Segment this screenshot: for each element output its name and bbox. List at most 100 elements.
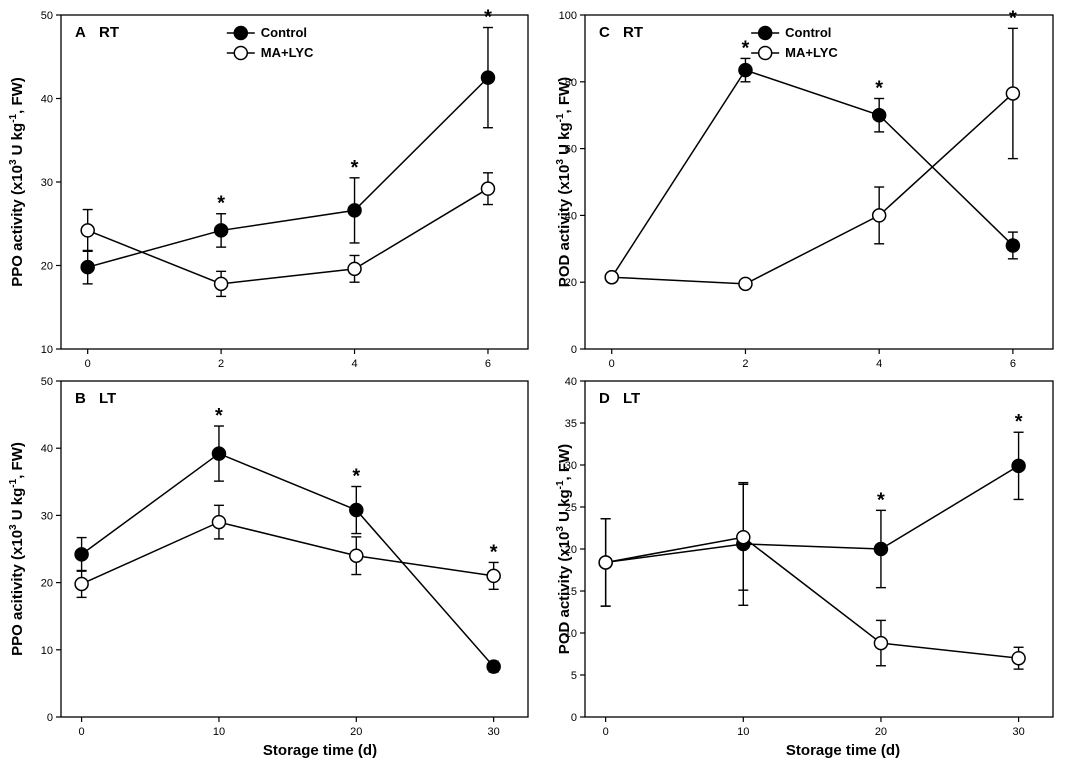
data-point-treatment — [74, 576, 89, 592]
panel-B: 0 10 20 30 40 50 0 10 20 30 PPO acitivity (x103 U … — [8, 376, 529, 738]
y-tick-label: 0 — [571, 344, 577, 356]
data-point-control — [213, 223, 229, 238]
x-axis-title-left: Storage time (d) — [263, 742, 377, 759]
significance-star: * — [490, 541, 498, 563]
significance-star: * — [217, 193, 225, 215]
data-point-treatment — [480, 181, 496, 196]
x-tick-label: 2 — [742, 358, 748, 370]
data-point-treatment — [598, 555, 613, 570]
y-tick-label: 30 — [41, 510, 53, 522]
x-axis-title-right: Storage time (d) — [786, 742, 900, 759]
data-point-treatment — [213, 276, 229, 292]
plot-frame — [584, 14, 1054, 350]
series-line-treatment — [81, 521, 494, 585]
y-axis-title: POD activity (x103 U kg-1, FW) — [555, 77, 573, 287]
y-tick-label: 50 — [41, 376, 53, 388]
x-tick-label: 10 — [213, 726, 225, 738]
y-tick-label: 0 — [571, 712, 577, 724]
series-line-control — [611, 69, 1014, 278]
series-line-control — [81, 452, 495, 668]
y-tick-label: 40 — [41, 443, 53, 455]
significance-star: * — [351, 157, 359, 179]
data-point-treatment — [604, 269, 619, 285]
data-point-control — [349, 502, 364, 518]
y-tick-label: 15 — [565, 586, 577, 598]
legend-marker-treatment — [233, 45, 249, 61]
y-tick-label: 0 — [47, 712, 53, 724]
legend-label-control: Control — [785, 25, 831, 40]
data-point-control — [1011, 458, 1026, 474]
y-tick-label: 80 — [565, 77, 577, 89]
data-point-control — [80, 259, 95, 275]
data-point-control — [871, 107, 887, 123]
legend-marker-treatment — [757, 45, 773, 61]
panel-condition: LT — [99, 390, 116, 407]
significance-star: * — [877, 489, 885, 511]
data-point-control — [347, 203, 362, 218]
significance-star: * — [352, 466, 360, 488]
plot-frame — [60, 380, 529, 718]
panel-letter: B — [75, 390, 86, 407]
significance-star: * — [1015, 411, 1023, 433]
x-tick-label: 6 — [485, 358, 491, 370]
panel-condition: LT — [623, 390, 640, 407]
data-point-control — [480, 70, 496, 85]
y-tick-label: 35 — [565, 418, 577, 430]
panel-letter: C — [599, 24, 610, 41]
significance-star: * — [215, 405, 223, 427]
significance-star: * — [742, 37, 750, 59]
y-tick-label: 20 — [565, 544, 577, 556]
y-tick-label: 10 — [41, 645, 53, 657]
legend: Control MA+LYC — [751, 25, 838, 61]
data-point-control — [486, 659, 501, 674]
x-tick-label: 10 — [737, 726, 749, 738]
significance-star: * — [1009, 7, 1017, 29]
legend-label-treatment: MA+LYC — [785, 45, 838, 60]
y-tick-label: 60 — [565, 144, 577, 156]
data-point-treatment — [1011, 650, 1026, 666]
panel-condition: RT — [99, 24, 119, 41]
data-point-control — [873, 541, 889, 557]
data-point-treatment — [486, 568, 501, 584]
legend-marker-control — [757, 25, 773, 41]
data-point-control — [1005, 238, 1021, 253]
data-point-treatment — [80, 223, 95, 238]
y-axis-title: PPO acitivity (x103 U kg-1, FW) — [8, 442, 26, 656]
legend-label-control: Control — [261, 25, 307, 40]
panel-condition: RT — [623, 24, 643, 41]
data-point-control — [74, 547, 89, 562]
x-tick-label: 0 — [603, 726, 609, 738]
significance-star: * — [875, 78, 883, 100]
y-tick-label: 30 — [41, 177, 53, 189]
panel-letter: A — [75, 24, 86, 41]
legend-label-treatment: MA+LYC — [261, 45, 314, 60]
legend-marker-control — [233, 25, 249, 41]
legend: Control MA+LYC — [226, 25, 314, 61]
significance-star: * — [484, 7, 492, 29]
y-tick-label: 20 — [41, 578, 53, 590]
series-line-control — [605, 465, 1019, 564]
y-tick-label: 10 — [565, 628, 577, 640]
series-line-control — [87, 77, 489, 268]
y-tick-label: 100 — [559, 10, 577, 22]
data-point-control — [738, 62, 753, 78]
x-tick-label: 30 — [1012, 726, 1024, 738]
y-tick-label: 40 — [565, 376, 577, 388]
data-point-treatment — [211, 514, 227, 530]
panel-A: 10 20 30 40 50 0 2 4 6 PPO activity (x103 U kg-1,… — [8, 7, 529, 370]
y-tick-label: 25 — [565, 502, 577, 514]
series-line-treatment — [605, 536, 1019, 659]
y-tick-label: 30 — [565, 460, 577, 472]
data-point-treatment — [873, 635, 889, 651]
x-tick-label: 4 — [351, 358, 357, 370]
x-tick-label: 4 — [876, 358, 882, 370]
y-tick-label: 50 — [41, 10, 53, 22]
data-point-treatment — [871, 208, 887, 223]
y-tick-label: 40 — [565, 210, 577, 222]
x-tick-label: 20 — [875, 726, 887, 738]
series-line-treatment — [611, 92, 1014, 285]
data-point-control — [211, 446, 227, 461]
data-point-treatment — [1005, 86, 1021, 101]
